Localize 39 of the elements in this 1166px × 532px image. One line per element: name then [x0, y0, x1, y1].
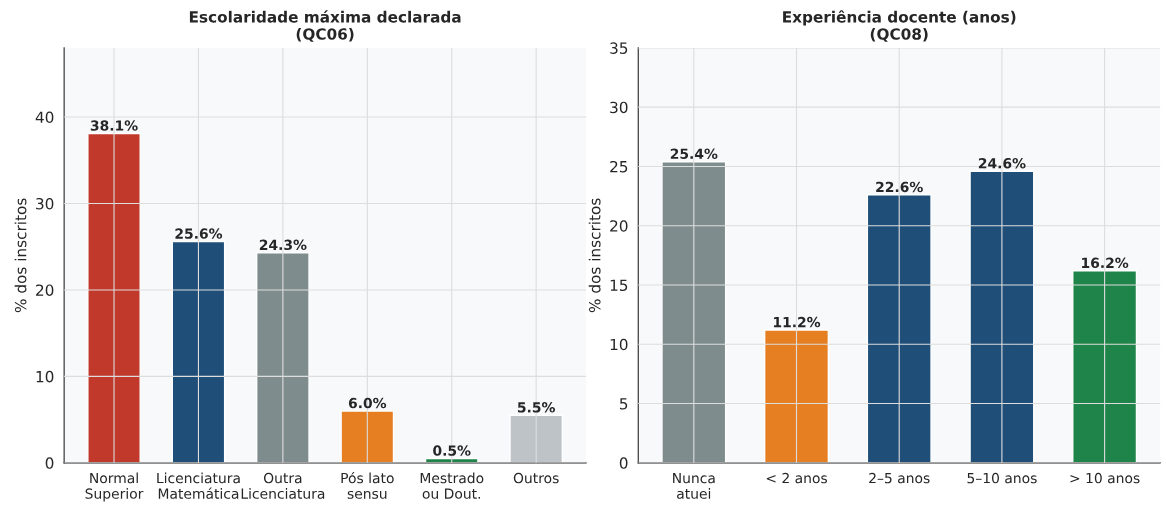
data-label: 24.3% [259, 239, 307, 251]
y-tick-label: 10 [610, 338, 628, 351]
y-axis-title: % dos inscritos [14, 198, 27, 313]
chart-title: Escolaridade máxima declarada (QC06) [189, 10, 461, 42]
y-tick-label: 25 [610, 160, 628, 173]
y-tick-label: 30 [610, 101, 628, 114]
x-tick-label: Mestrado ou Dout. [420, 472, 484, 499]
y-tick-label: 30 [36, 197, 54, 210]
x-tick-label: Normal Superior [85, 472, 144, 502]
x-tick-label: < 2 anos [766, 472, 828, 484]
data-label: 38.1% [90, 120, 138, 131]
x-tick-label: 5–10 anos [967, 472, 1037, 484]
data-label: 5.5% [517, 402, 555, 413]
y-tick-label: 15 [610, 279, 628, 292]
data-label: 25.4% [670, 148, 718, 160]
y-tick-label: 35 [610, 42, 628, 54]
x-tick-label: > 10 anos [1070, 472, 1140, 484]
data-label: 16.2% [1082, 257, 1129, 269]
x-tick-label: Licenciatura Matemática [157, 472, 240, 499]
data-label: 22.6% [876, 181, 923, 193]
data-label: 6.0% [348, 397, 387, 409]
data-label: 25.6% [175, 228, 223, 239]
y-tick-label: 20 [610, 220, 628, 232]
x-tick-label: Pós lato sensu [341, 472, 394, 499]
y-tick-label: 40 [35, 111, 54, 124]
x-tick-label: 2–5 anos [869, 472, 930, 484]
chart-title: Experiência docente (anos) (QC08) [783, 10, 1016, 42]
y-tick-label: 5 [619, 398, 628, 410]
x-tick-label: Outros [513, 472, 559, 484]
data-label: 11.2% [773, 316, 821, 328]
y-tick-label: 0 [45, 457, 54, 469]
y-tick-label: 0 [619, 457, 628, 469]
y-tick-label: 20 [36, 284, 54, 296]
y-tick-label: 10 [36, 370, 54, 383]
data-label: 0.5% [433, 445, 471, 456]
x-tick-label: Nunca atuei [673, 472, 715, 499]
x-tick-label: Outra Licenciatura [241, 472, 325, 499]
y-axis-title: % dos inscritos [588, 198, 601, 313]
data-label: 24.6% [978, 157, 1026, 169]
